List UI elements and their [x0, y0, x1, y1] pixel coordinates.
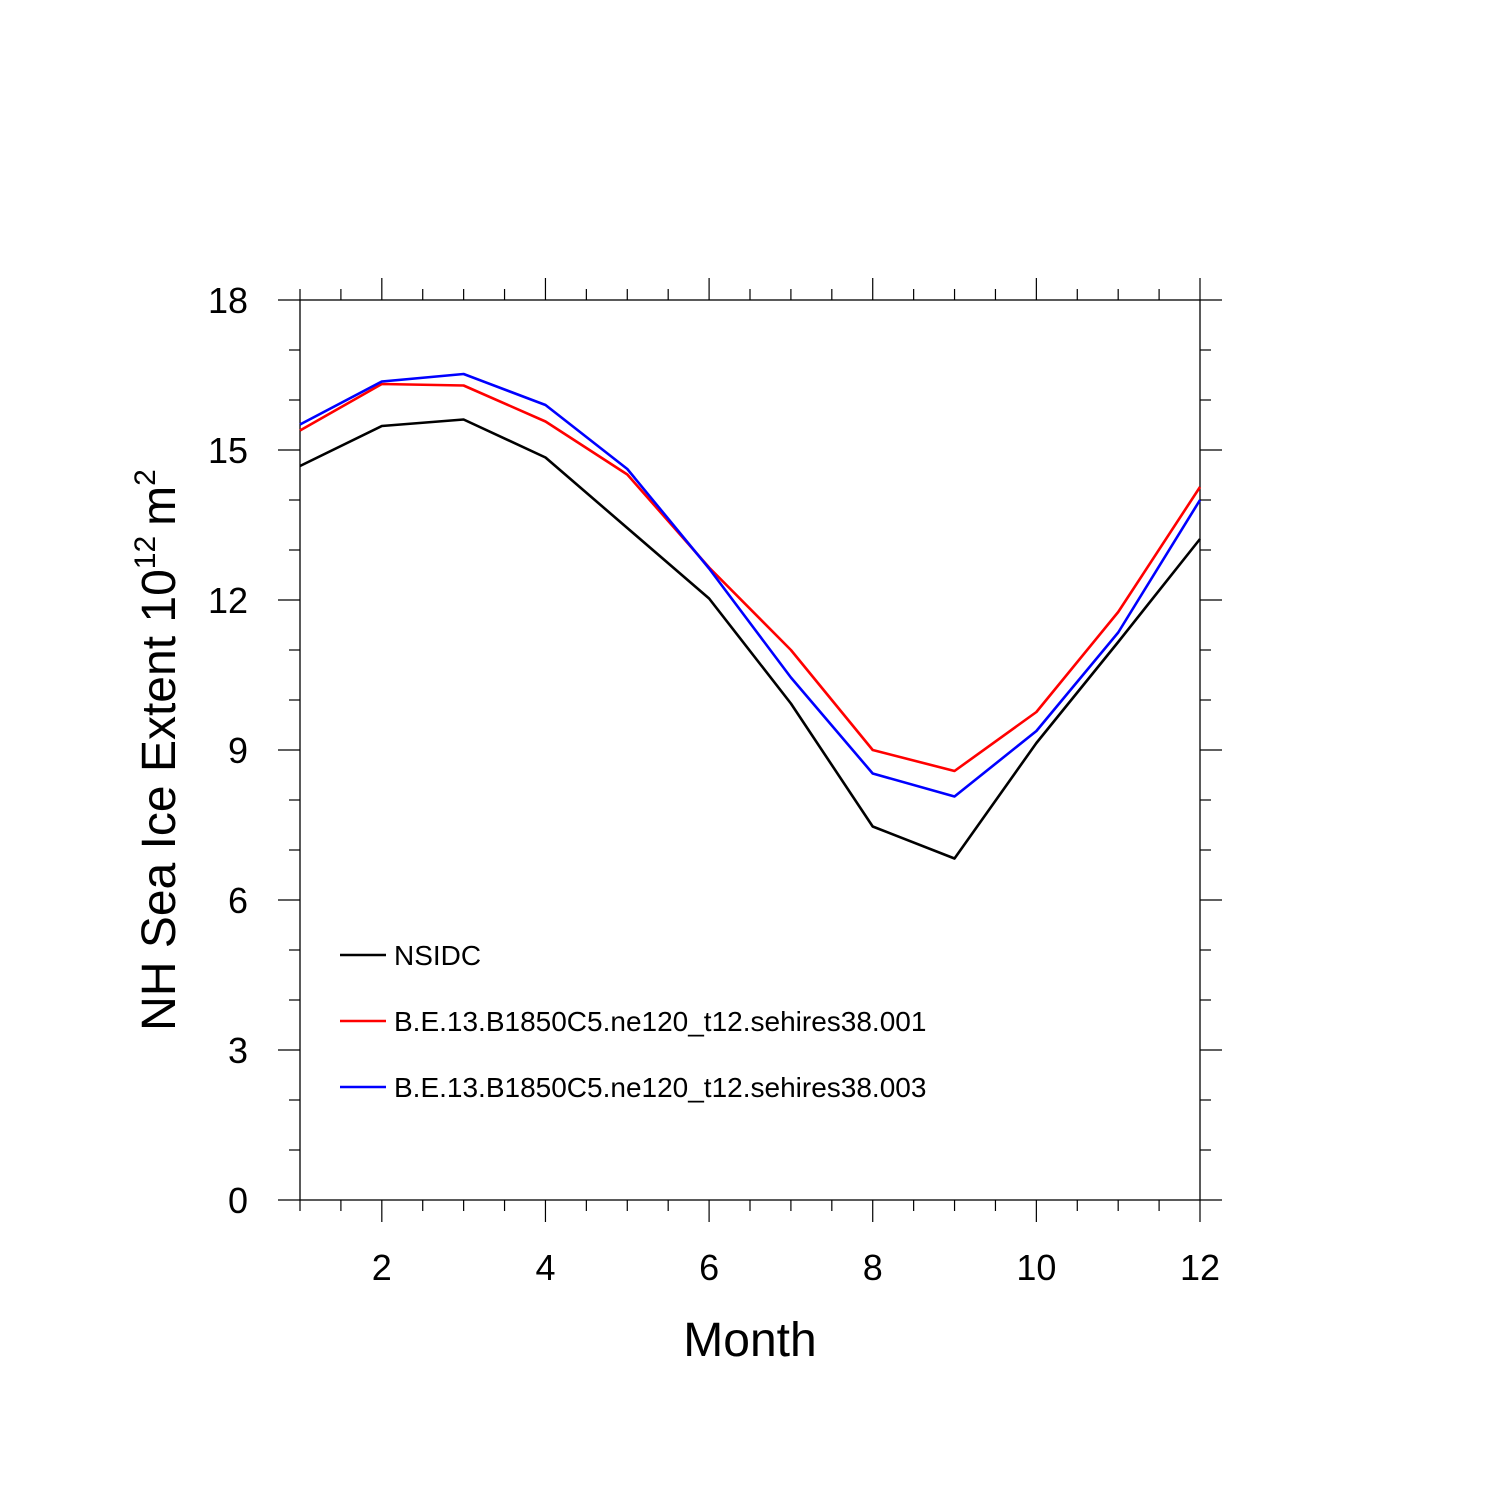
- x-tick-label: 2: [372, 1247, 392, 1288]
- x-axis-title: Month: [683, 1314, 816, 1367]
- y-axis-title-exponent: 12: [129, 536, 162, 569]
- legend-label: NSIDC: [394, 940, 481, 971]
- y-tick-label: 9: [228, 730, 248, 771]
- y-axis-title-main: NH Sea Ice Extent 10: [133, 569, 186, 1031]
- y-axis-title: NH Sea Ice Extent 1012 m2: [129, 469, 186, 1031]
- y-tick-label: 0: [228, 1180, 248, 1221]
- x-tick-label: 6: [699, 1247, 719, 1288]
- series-group: [299, 372, 1202, 860]
- plot-area: 2 4 6 8 10 12 0 3 6 9 12 15 18: [208, 278, 1222, 1288]
- legend-label: B.E.13.B1850C5.ne120_t12.sehires38.003: [394, 1072, 926, 1103]
- x-tick-label: 10: [1016, 1247, 1056, 1288]
- x-tick-label: 4: [535, 1247, 555, 1288]
- y-tick-label: 15: [208, 430, 248, 471]
- legend: NSIDC B.E.13.B1850C5.ne120_t12.sehires38.…: [340, 940, 926, 1103]
- series-line: [299, 382, 1202, 773]
- y-tick-label: 18: [208, 280, 248, 321]
- plot-frame: [299, 299, 1201, 1201]
- y-tick-label: 6: [228, 880, 248, 921]
- y-tick-label: 12: [208, 580, 248, 621]
- series-line: [299, 418, 1202, 860]
- y-axis-title-unit: m: [133, 486, 186, 526]
- legend-label: B.E.13.B1850C5.ne120_t12.sehires38.001: [394, 1006, 926, 1037]
- y-tick-label: 3: [228, 1030, 248, 1071]
- y-axis-title-unit-exponent: 2: [129, 469, 162, 486]
- x-tick-label: 8: [863, 1247, 883, 1288]
- series-line: [299, 372, 1202, 798]
- x-tick-label: 12: [1180, 1247, 1220, 1288]
